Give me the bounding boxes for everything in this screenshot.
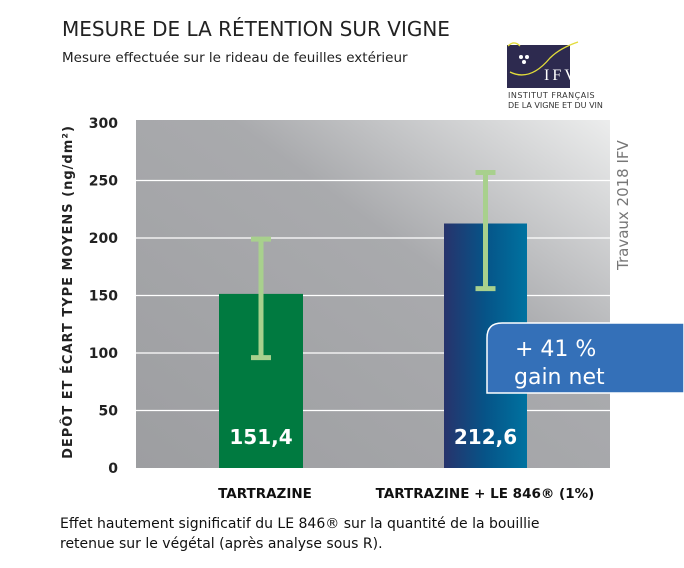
y-tick-label: 300 bbox=[89, 116, 118, 132]
x-category-label: TARTRAZINE bbox=[218, 486, 312, 502]
chart-title: MESURE DE LA RÉTENTION SUR VIGNE bbox=[62, 17, 450, 41]
footnote-line1: Effet hautement significatif du LE 846® … bbox=[60, 516, 540, 532]
ifv-logo: IFV INSTITUT FRANÇAIS DE LA VIGNE ET DU … bbox=[507, 41, 603, 110]
y-tick-label: 250 bbox=[89, 174, 118, 190]
bar-value-label: 212,6 bbox=[454, 425, 517, 449]
y-tick-label: 50 bbox=[99, 404, 119, 420]
y-tick-label: 150 bbox=[89, 289, 118, 305]
y-tick-label: 100 bbox=[89, 346, 118, 362]
plot-area bbox=[136, 120, 610, 468]
chart-subtitle: Mesure effectuée sur le rideau de feuill… bbox=[62, 50, 408, 66]
logo-mark: IFV bbox=[544, 67, 579, 84]
y-tick-label: 200 bbox=[89, 231, 118, 247]
logo-line1: INSTITUT FRANÇAIS bbox=[508, 91, 595, 100]
bar-value-label: 151,4 bbox=[229, 425, 292, 449]
y-axis-label: DEPÔT ET ÉCART TYPE MOYENS (ng/dm²) bbox=[60, 125, 76, 459]
logo-line2: DE LA VIGNE ET DU VIN bbox=[508, 101, 603, 110]
gain-callout: + 41 % gain net bbox=[486, 322, 684, 394]
y-tick-label: 0 bbox=[108, 461, 118, 477]
footnote-line2: retenue sur le végétal (après analyse so… bbox=[60, 536, 383, 552]
callout-label: gain net bbox=[514, 365, 605, 390]
callout-percent: + 41 % bbox=[515, 337, 596, 362]
x-category-label: TARTRAZINE + LE 846® (1%) bbox=[376, 486, 595, 502]
credit-text: Travaux 2018 IFV bbox=[614, 139, 632, 271]
